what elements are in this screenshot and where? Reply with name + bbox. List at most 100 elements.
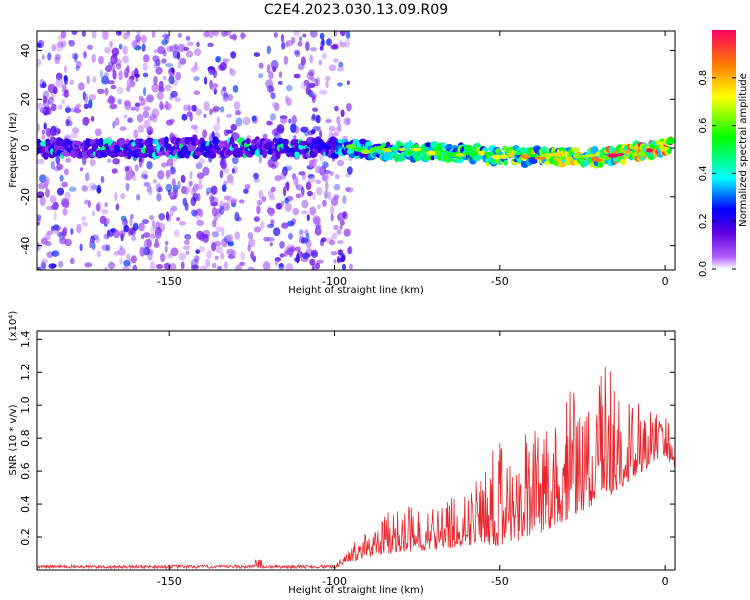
noise-speckle: [41, 258, 49, 264]
noise-speckle: [37, 158, 45, 165]
noise-speckle: [122, 31, 128, 40]
noise-speckle: [45, 106, 52, 115]
noise-speckle: [309, 206, 317, 216]
noise-speckle: [46, 230, 54, 235]
noise-speckle: [187, 104, 191, 112]
noise-speckle: [333, 259, 337, 264]
noise-speckle: [76, 223, 82, 234]
noise-speckle: [127, 117, 133, 123]
noise-speckle: [294, 50, 301, 58]
noise-speckle: [305, 85, 311, 96]
noise-speckle: [143, 106, 151, 112]
signal-band-cell: [143, 153, 149, 158]
noise-speckle: [149, 233, 156, 240]
noise-speckle: [55, 155, 61, 165]
noise-speckle: [141, 43, 146, 52]
noise-speckle: [343, 117, 351, 126]
noise-speckle: [346, 247, 352, 254]
noise-speckle: [96, 201, 102, 212]
noise-speckle: [284, 197, 290, 204]
noise-speckle: [152, 224, 157, 230]
noise-speckle: [195, 162, 203, 170]
noise-speckle: [74, 107, 80, 114]
noise-speckle: [321, 38, 325, 47]
noise-speckle: [169, 207, 174, 217]
noise-speckle: [122, 55, 129, 64]
noise-speckle: [346, 102, 352, 112]
noise-speckle: [63, 168, 69, 176]
noise-speckle: [301, 210, 308, 215]
noise-speckle: [91, 210, 95, 217]
noise-speckle: [165, 103, 172, 111]
noise-speckle: [136, 194, 141, 201]
noise-speckle: [230, 51, 237, 59]
noise-speckle: [302, 126, 309, 132]
noise-speckle: [148, 186, 153, 196]
noise-speckle: [152, 55, 160, 63]
signal-band-peak: [491, 154, 502, 160]
noise-speckle: [68, 39, 76, 47]
noise-speckle: [293, 49, 300, 55]
noise-speckle: [119, 229, 126, 239]
noise-speckle: [211, 262, 217, 269]
noise-speckle: [258, 155, 262, 164]
noise-speckle: [310, 47, 317, 52]
noise-speckle: [309, 258, 316, 266]
noise-speckle: [188, 105, 195, 112]
noise-speckle: [266, 224, 275, 228]
noise-speckle: [165, 183, 173, 192]
noise-speckle: [346, 80, 350, 85]
noise-speckle: [268, 121, 274, 126]
noise-speckle: [227, 93, 234, 101]
noise-speckle: [78, 82, 85, 91]
noise-speckle: [205, 187, 213, 194]
noise-speckle: [276, 124, 285, 134]
noise-speckle: [196, 41, 200, 48]
noise-speckle: [88, 99, 93, 109]
noise-speckle: [56, 187, 65, 196]
noise-speckle: [334, 105, 339, 112]
noise-speckle: [230, 123, 238, 131]
colorbar-tick-label: 0.2: [698, 213, 709, 229]
noise-speckle: [115, 31, 122, 36]
noise-speckle: [53, 224, 60, 231]
noise-speckle: [295, 246, 301, 252]
noise-speckle: [122, 266, 130, 270]
noise-speckle: [178, 252, 187, 261]
noise-speckle: [131, 235, 137, 242]
noise-speckle: [268, 208, 275, 217]
noise-speckle: [196, 212, 200, 222]
snr-y-tick-label: 0.2: [19, 528, 32, 546]
noise-speckle: [304, 130, 309, 137]
noise-speckle: [111, 168, 118, 174]
noise-speckle: [154, 229, 162, 239]
noise-speckle: [55, 77, 64, 88]
noise-speckle: [72, 127, 80, 134]
noise-speckle: [37, 42, 42, 48]
noise-speckle: [221, 227, 225, 237]
noise-speckle: [123, 114, 128, 119]
noise-speckle: [217, 266, 222, 270]
signal-band-peak: [404, 150, 414, 155]
noise-speckle: [329, 171, 334, 177]
noise-speckle: [177, 33, 182, 38]
noise-speckle: [37, 191, 45, 198]
noise-speckle: [213, 124, 221, 132]
noise-speckle: [319, 130, 323, 139]
noise-speckle: [191, 209, 198, 217]
noise-speckle: [169, 45, 178, 53]
noise-speckle: [173, 188, 178, 199]
snr-x-tick-label: -150: [157, 575, 182, 588]
signal-band-peak: [638, 151, 646, 157]
noise-speckle: [90, 235, 96, 244]
noise-speckle: [194, 125, 199, 134]
noise-speckle: [261, 196, 267, 203]
noise-speckle: [345, 187, 354, 193]
signal-band-cell: [640, 156, 645, 161]
signal-band-cell: [245, 138, 251, 145]
noise-speckle: [231, 198, 238, 203]
signal-band-cell: [263, 138, 272, 144]
noise-speckle: [226, 129, 234, 134]
noise-speckle: [340, 109, 345, 118]
noise-speckle: [86, 44, 94, 50]
